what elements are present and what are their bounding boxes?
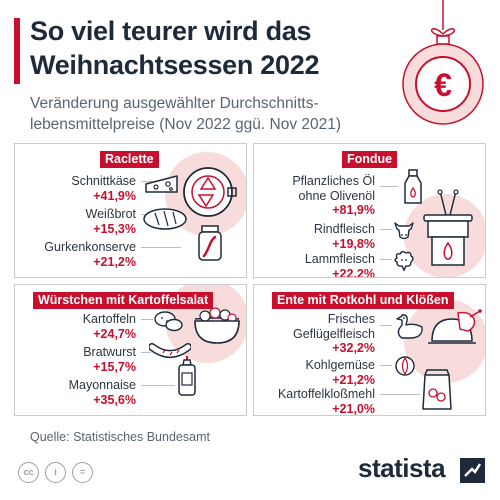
item-value: +35,6% <box>93 392 136 407</box>
source-note: Quelle: Statistisches Bundesamt <box>30 430 210 444</box>
no-derivatives-icon[interactable]: = <box>72 462 93 483</box>
item-label: Kartoffeln <box>82 312 136 326</box>
item-value: +15,7% <box>93 359 136 374</box>
panel-ente: Ente mit Rotkohl und Klößen Frisches Gef… <box>253 284 486 416</box>
list-item: Pflanzliches Öl ohne Olivenöl +81,9% <box>292 174 375 218</box>
connector-line <box>380 365 392 366</box>
roast-chicken-icon <box>428 309 482 344</box>
item-value: +19,8% <box>332 236 375 251</box>
item-value: +15,3% <box>93 221 136 236</box>
connector-line <box>141 352 151 353</box>
item-label: Mayonnaise <box>68 378 136 392</box>
list-item: Kohlgemüse +21,2% <box>306 358 376 387</box>
item-value: +81,9% <box>332 203 375 217</box>
sausage-icon <box>149 343 191 358</box>
connector-line <box>380 259 392 260</box>
connector-line <box>141 181 153 182</box>
list-item: Rindfleisch +19,8% <box>314 222 375 251</box>
connector-line <box>380 325 392 326</box>
subtitle: Veränderung ausgewählter Durchschnitts- … <box>30 93 390 135</box>
item-value: +21,2% <box>93 254 136 269</box>
list-item: Schnittkäse +41,9% <box>71 174 136 203</box>
title-accent-bar <box>14 18 20 84</box>
item-label: Frisches <box>327 312 375 326</box>
bread-icon <box>143 208 187 230</box>
list-item: Mayonnaise +35,6% <box>69 378 136 407</box>
attribution-icon[interactable]: i <box>45 462 66 483</box>
connector-line <box>380 186 398 187</box>
item-label: Bratwurst <box>83 345 136 359</box>
statista-logo-icon[interactable] <box>460 458 485 483</box>
potato-icon <box>154 311 183 332</box>
item-label: Kohlgemüse <box>305 358 376 372</box>
item-value: +32,2% <box>332 341 375 355</box>
flour-bag-icon <box>422 369 452 410</box>
category-tag: Raclette <box>100 151 159 168</box>
connector-line <box>380 394 420 395</box>
oil-bottle-icon <box>404 169 422 204</box>
category-tag: Ente mit Rotkohl und Klößen <box>272 292 454 309</box>
item-label: Lammfleisch <box>304 252 375 266</box>
mayonnaise-bottle-icon <box>178 356 196 396</box>
item-value: +21,0% <box>332 401 375 416</box>
item-value: +22,2% <box>332 266 375 278</box>
connector-line <box>380 229 392 230</box>
item-value: +24,7% <box>93 326 136 341</box>
pickle-jar-icon <box>198 225 222 261</box>
item-label: ohne Olivenöl <box>298 188 375 203</box>
christmas-ornament-icon: € <box>402 0 484 125</box>
connector-line <box>141 319 153 320</box>
list-item: Weißbrot +15,3% <box>86 207 136 236</box>
item-label: Rindfleisch <box>313 222 375 236</box>
list-item: Bratwurst +15,7% <box>83 345 136 374</box>
euro-symbol: € <box>434 67 452 103</box>
category-tag: Fondue <box>342 151 398 168</box>
cabbage-icon <box>395 356 415 376</box>
fondue-pot-icon <box>423 189 473 266</box>
cc-icon[interactable]: cc <box>18 462 39 483</box>
item-label: Pflanzliches Öl <box>292 174 375 188</box>
title-line-2: Weihnachtsessen 2022 <box>30 50 320 80</box>
sheep-icon <box>394 251 414 272</box>
panel-fondue: Fondue Pflanzliches Öl ohne Olivenöl +81… <box>253 143 486 278</box>
brand-logo[interactable]: statista <box>358 453 446 483</box>
panel-wuerstchen: Würstchen mit Kartoffelsalat Kartoffeln … <box>14 284 247 416</box>
item-value: +41,9% <box>93 188 136 203</box>
connector-line <box>141 247 181 248</box>
cow-icon <box>394 222 414 240</box>
cheese-icon <box>145 175 178 193</box>
list-item: Gurkenkonserve +21,2% <box>44 240 136 269</box>
list-item: Kartoffeln +24,7% <box>83 312 136 341</box>
item-value: +21,2% <box>332 372 375 387</box>
page-title: So viel teurer wird das Weihnachtsessen … <box>30 14 390 82</box>
subtitle-line-2: lebensmittelpreise (Nov 2022 ggü. Nov 20… <box>30 116 342 133</box>
item-label: Kartoffelkloßmehl <box>277 387 375 401</box>
item-label: Schnittkäse <box>71 174 136 188</box>
list-item: Lammfleisch +22,2% <box>304 252 375 278</box>
raclette-pan-icon <box>183 167 237 217</box>
list-item: Kartoffelkloßmehl +21,0% <box>277 387 375 416</box>
list-item: Frisches Geflügelfleisch +32,2% <box>293 312 375 356</box>
panel-raclette: Raclette Schnittkäse +41,9% Weißbrot +15… <box>14 143 247 278</box>
item-label: Weißbrot <box>85 207 136 221</box>
potato-salad-bowl-icon <box>194 307 240 344</box>
duck-icon <box>396 314 423 339</box>
category-tag: Würstchen mit Kartoffelsalat <box>33 292 214 309</box>
title-line-1: So viel teurer wird das <box>30 16 312 46</box>
connector-line <box>141 385 175 386</box>
item-label: Gurkenkonserve <box>44 240 136 254</box>
item-label: Geflügelfleisch <box>293 326 375 341</box>
subtitle-line-1: Veränderung ausgewählter Durchschnitts- <box>30 95 319 112</box>
